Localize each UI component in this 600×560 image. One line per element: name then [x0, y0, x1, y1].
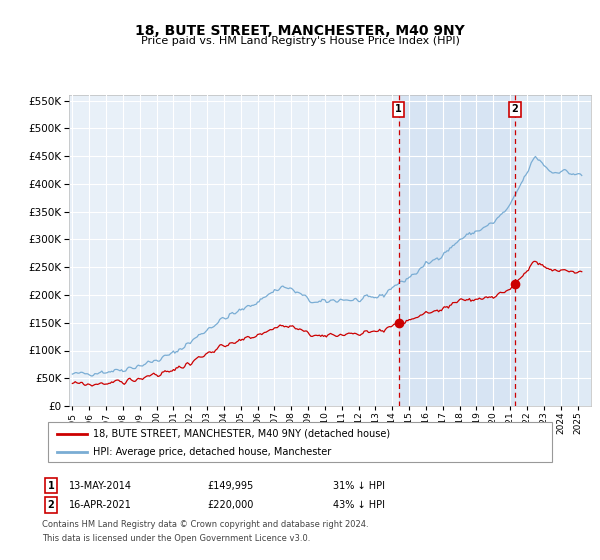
- Text: 18, BUTE STREET, MANCHESTER, M40 9NY: 18, BUTE STREET, MANCHESTER, M40 9NY: [135, 24, 465, 38]
- Text: HPI: Average price, detached house, Manchester: HPI: Average price, detached house, Manc…: [93, 447, 331, 457]
- Text: 31% ↓ HPI: 31% ↓ HPI: [333, 480, 385, 491]
- Text: 16-APR-2021: 16-APR-2021: [69, 500, 132, 510]
- Text: 1: 1: [47, 480, 55, 491]
- Text: 1: 1: [395, 104, 402, 114]
- Text: 13-MAY-2014: 13-MAY-2014: [69, 480, 132, 491]
- Text: 18, BUTE STREET, MANCHESTER, M40 9NY (detached house): 18, BUTE STREET, MANCHESTER, M40 9NY (de…: [93, 429, 390, 439]
- Bar: [515, 95, 591, 406]
- Text: £149,995: £149,995: [207, 480, 253, 491]
- Text: £220,000: £220,000: [207, 500, 253, 510]
- Text: Contains HM Land Registry data © Crown copyright and database right 2024.: Contains HM Land Registry data © Crown c…: [42, 520, 368, 529]
- Bar: [398, 95, 515, 406]
- Text: 2: 2: [512, 104, 518, 114]
- Text: 43% ↓ HPI: 43% ↓ HPI: [333, 500, 385, 510]
- Text: 2: 2: [47, 500, 55, 510]
- Text: Price paid vs. HM Land Registry's House Price Index (HPI): Price paid vs. HM Land Registry's House …: [140, 36, 460, 46]
- Text: This data is licensed under the Open Government Licence v3.0.: This data is licensed under the Open Gov…: [42, 534, 310, 543]
